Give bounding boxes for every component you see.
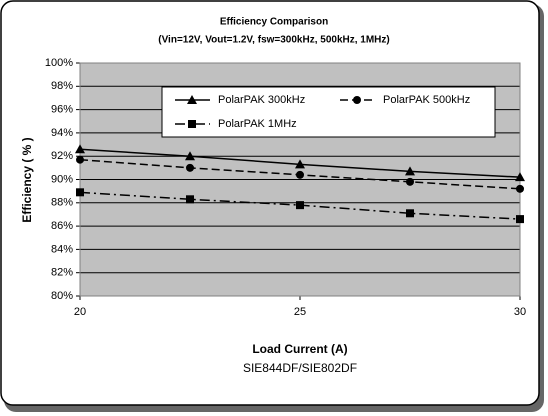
chart-title: Efficiency Comparison <box>220 17 328 28</box>
marker <box>187 95 197 104</box>
legend-label: PolarPAK 500kHz <box>383 94 470 106</box>
marker <box>406 209 414 218</box>
marker <box>406 177 414 186</box>
marker <box>405 166 415 176</box>
y-tick-label: 82% <box>51 267 73 279</box>
plot: 80% 82% 84% 86% 88% 90% 92% 94% 96% 98% 100% 20 25 30… <box>45 57 526 318</box>
marker <box>296 170 304 179</box>
y-tick-label: 94% <box>51 127 73 139</box>
legend-label: PolarPAK 1MHz <box>218 118 297 130</box>
marker <box>76 155 84 164</box>
chart-subtitle: (Vin=12V, Vout=1.2V, fsw=300kHz, 500kHz,… <box>158 35 390 46</box>
marker <box>185 151 195 161</box>
y-tick-label: 84% <box>51 243 73 255</box>
marker <box>295 159 305 169</box>
y-tick-label: 92% <box>51 150 73 162</box>
marker <box>515 172 525 182</box>
caption: SIE844DF/SIE802DF <box>243 361 357 375</box>
marker <box>516 215 524 224</box>
x-tick-label: 25 <box>294 306 306 318</box>
marker <box>296 201 304 210</box>
marker <box>76 188 84 197</box>
x-tick-label: 30 <box>514 306 526 318</box>
marker <box>188 120 196 128</box>
x-axis-title: Load Current (A) <box>252 342 347 356</box>
y-axis-title: Efficiency ( % ) <box>20 137 34 222</box>
y-tick-label: 86% <box>51 220 73 232</box>
y-tick-label: 98% <box>51 80 73 92</box>
y-tick-label: 96% <box>51 104 73 116</box>
y-tick-label: 80% <box>51 290 73 302</box>
marker <box>75 144 85 154</box>
marker <box>186 163 194 172</box>
legend-box <box>161 86 496 138</box>
marker <box>186 195 194 204</box>
x-tick-label: 20 <box>74 306 86 318</box>
y-tick-label: 88% <box>51 197 73 209</box>
y-tick-label: 100% <box>45 57 73 69</box>
marker <box>353 96 361 104</box>
legend-label: PolarPAK 300kHz <box>218 94 305 106</box>
marker <box>516 184 524 193</box>
y-tick-label: 90% <box>51 173 73 185</box>
